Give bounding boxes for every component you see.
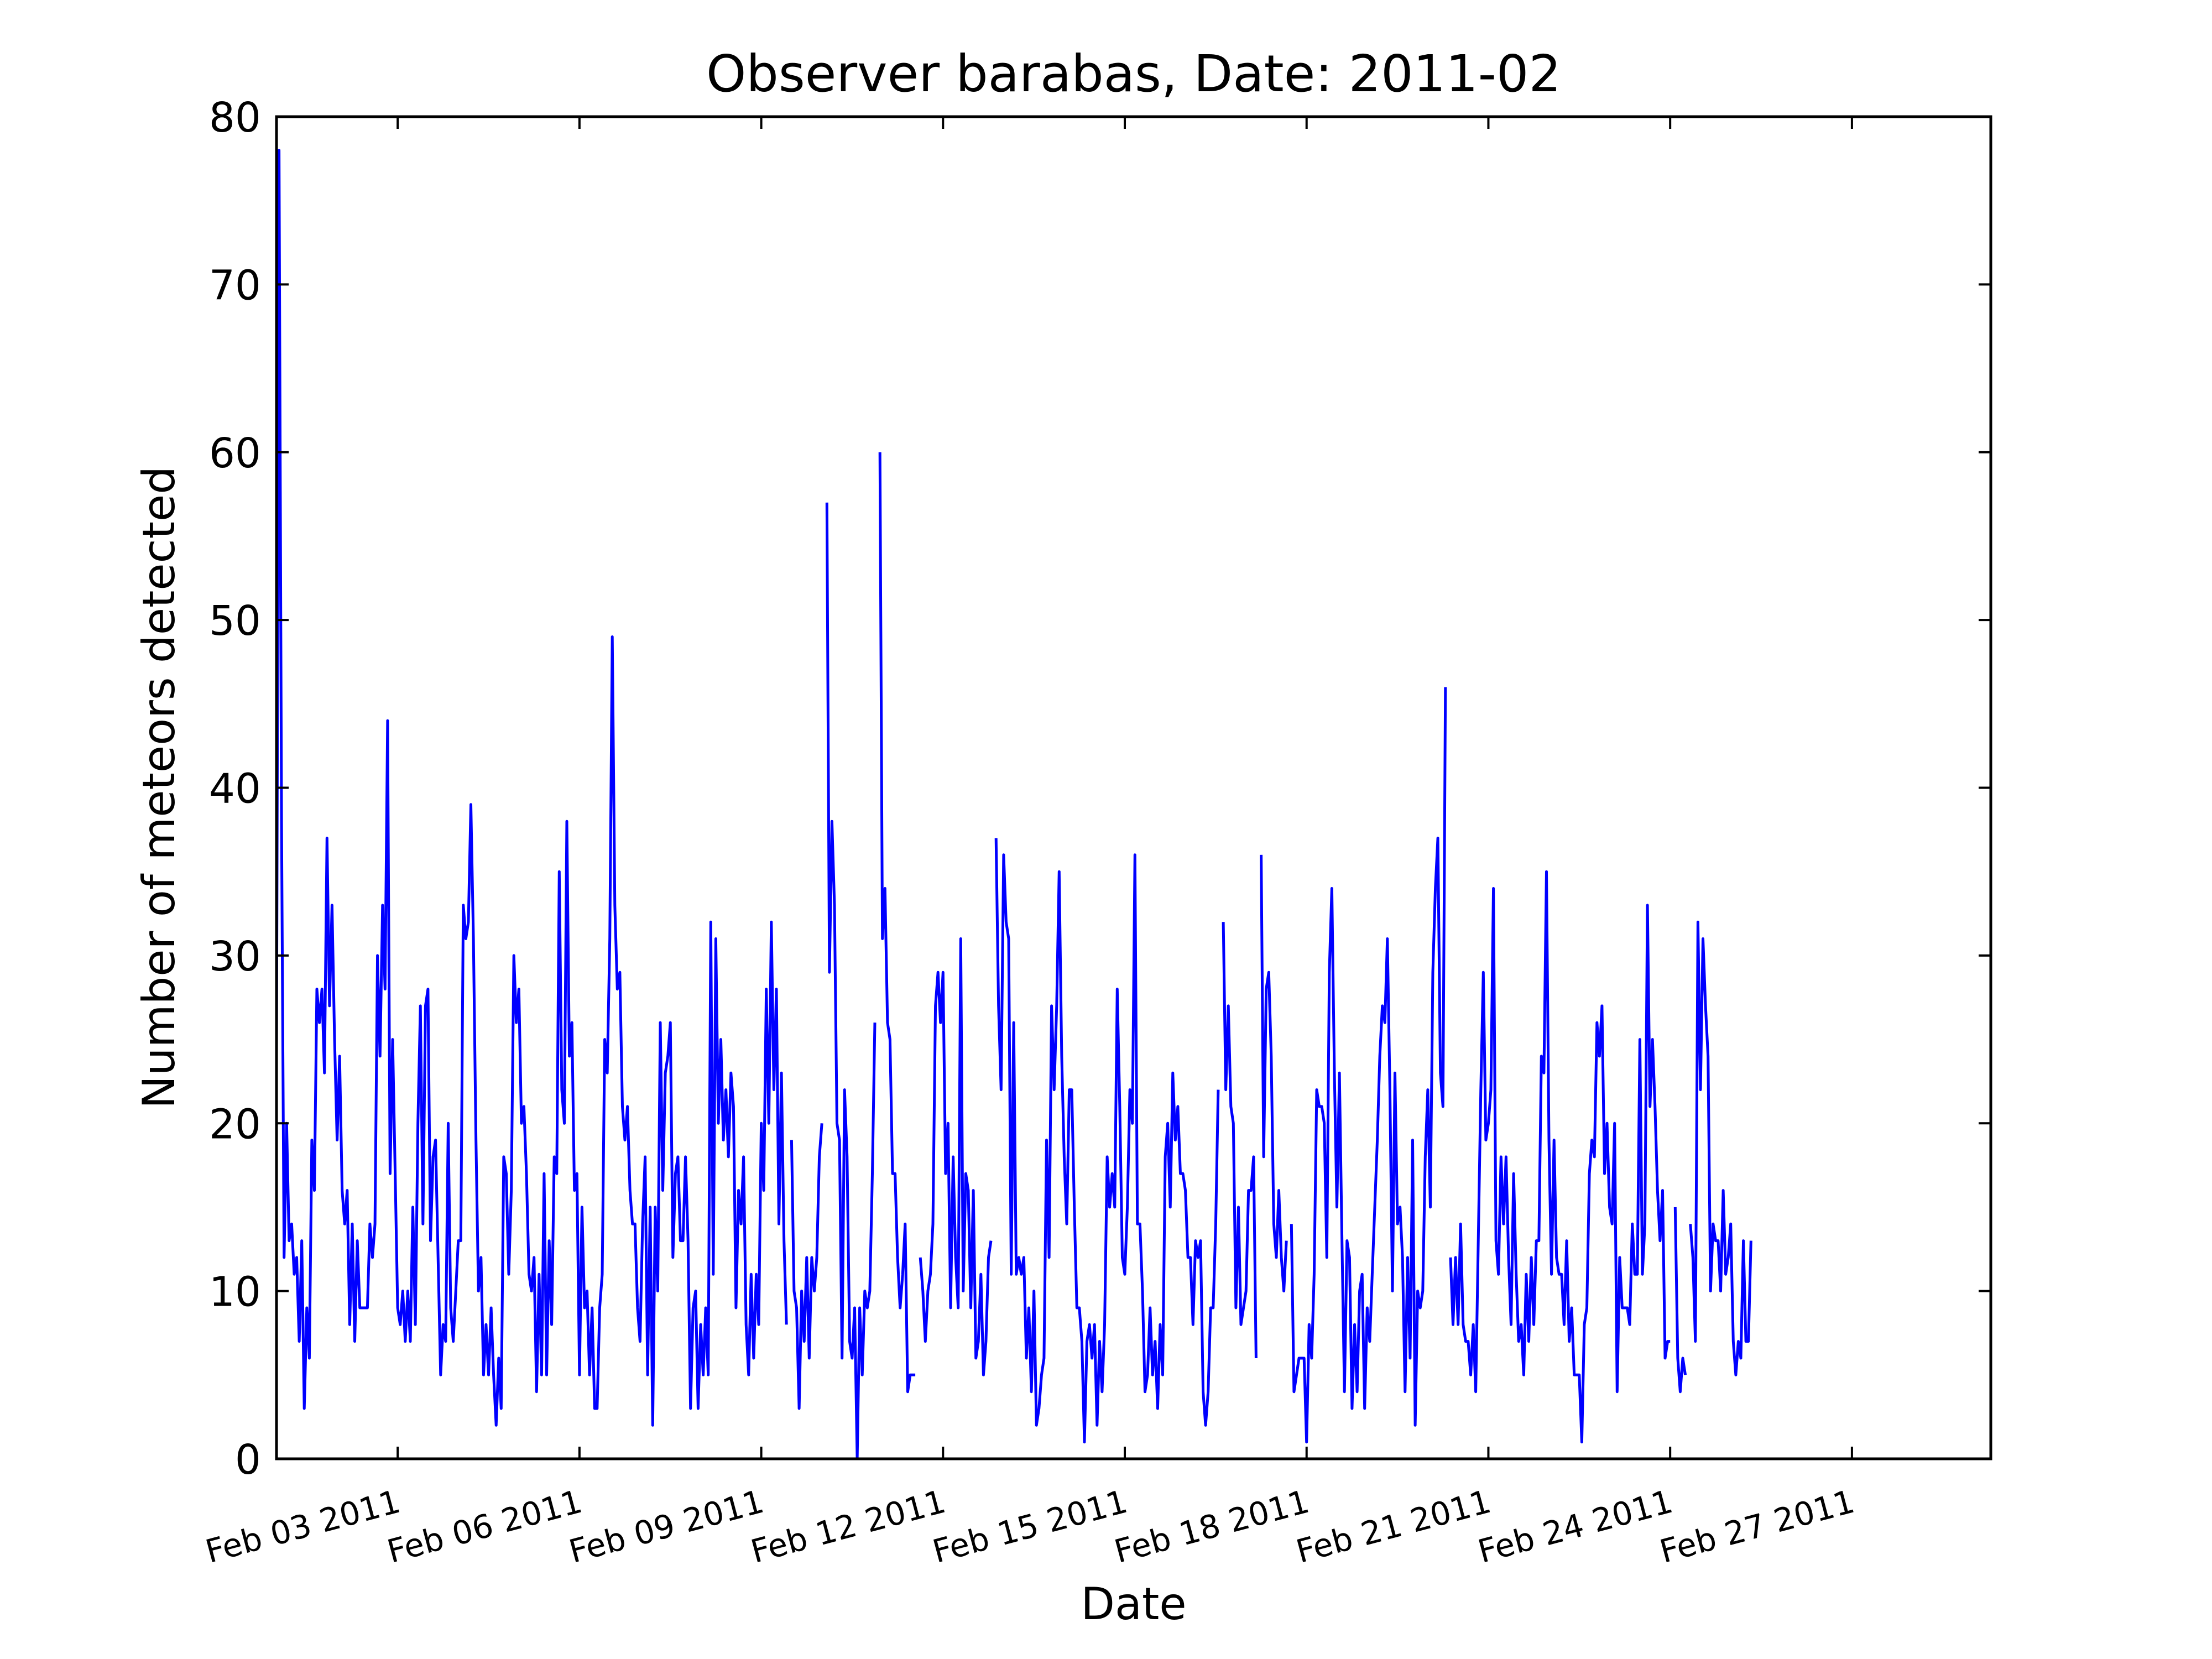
- series-line-segment: [1689, 920, 1752, 1376]
- series-line-segment: [790, 1123, 823, 1410]
- series-line-segment: [825, 502, 877, 1460]
- series-line-segment: [878, 452, 916, 1394]
- y-tick-label: 80: [209, 94, 261, 142]
- y-tick-label: 40: [209, 765, 261, 813]
- series-line-segment: [275, 149, 788, 1427]
- chart-title: Observer barabas, Date: 2011-02: [706, 44, 1561, 103]
- y-tick-label: 10: [209, 1269, 261, 1316]
- y-tick-label: 50: [209, 597, 261, 645]
- y-tick-label: 0: [235, 1436, 261, 1484]
- y-tick-label: 30: [209, 933, 261, 980]
- y-tick-label: 60: [209, 430, 261, 477]
- series-line-segment: [994, 838, 1220, 1444]
- series-line-segment: [1222, 922, 1258, 1359]
- y-axis-label: Number of meteors detected: [133, 466, 185, 1109]
- series-line-segment: [1260, 854, 1288, 1293]
- series-line-segment: [1673, 1207, 1687, 1394]
- series-line-segment: [919, 937, 993, 1376]
- x-axis-label: Date: [1081, 1578, 1186, 1630]
- y-axis: 0 10 20 30 40 50 60 70 80: [209, 94, 1991, 1484]
- plot-line-group: [275, 149, 1752, 1460]
- series-line-segment: [1449, 870, 1671, 1444]
- series-line-segment: [1290, 687, 1447, 1444]
- y-tick-label: 70: [209, 262, 261, 309]
- y-tick-label: 20: [209, 1100, 261, 1148]
